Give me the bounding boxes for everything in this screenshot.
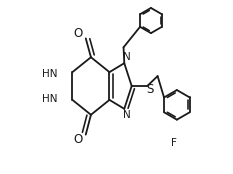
Text: HN: HN (42, 94, 57, 104)
Text: O: O (73, 27, 82, 40)
Text: N: N (123, 110, 131, 120)
Text: S: S (147, 84, 154, 96)
Text: HN: HN (42, 69, 57, 79)
Text: N: N (123, 52, 131, 62)
Text: F: F (171, 138, 177, 148)
Text: O: O (73, 133, 82, 146)
